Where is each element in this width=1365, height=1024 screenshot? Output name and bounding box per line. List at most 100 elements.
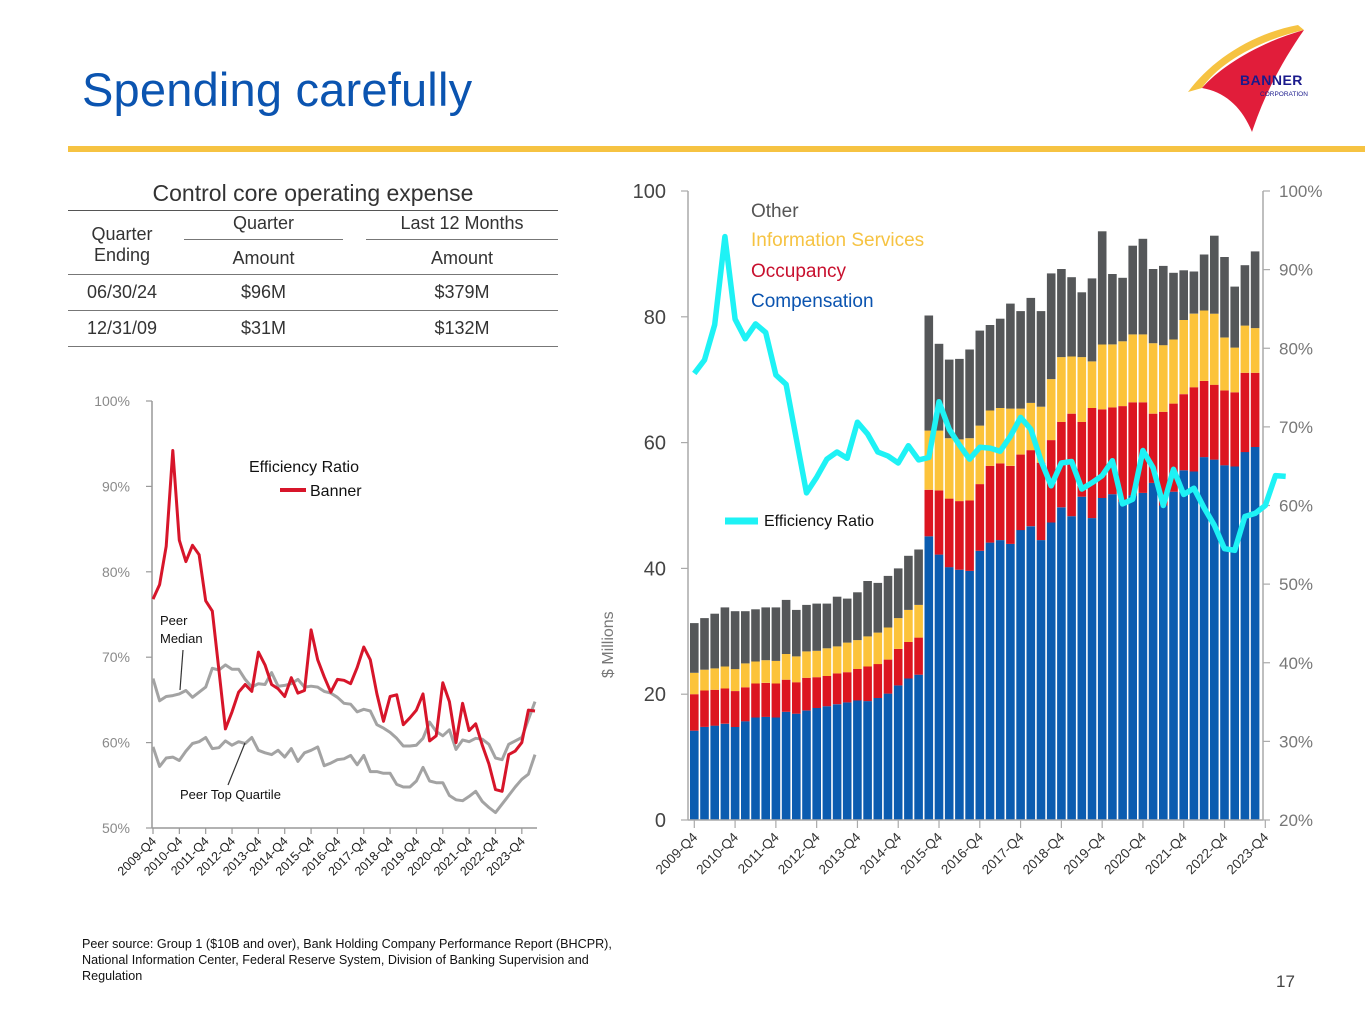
bar-compensation (792, 713, 801, 820)
bar-information-services (944, 438, 954, 499)
bar-compensation (1128, 495, 1137, 820)
bar-other (914, 549, 923, 605)
bar-other (1240, 265, 1250, 326)
bar-other (1016, 311, 1025, 409)
bar-information-services (761, 660, 770, 683)
bar-compensation (761, 716, 770, 820)
bar-other (1067, 277, 1076, 357)
stacked-bars (690, 231, 1260, 820)
bar-other (985, 325, 995, 411)
bar-information-services (934, 430, 944, 491)
left-y-tick-label: 80% (102, 564, 130, 580)
bar-other (730, 611, 740, 670)
bar-occupancy (1077, 421, 1087, 497)
row-header-line2: Ending (93, 244, 151, 265)
right-legend-other: Other (751, 201, 799, 222)
bar-other (761, 607, 770, 661)
right-y2-tick-label: 40% (1279, 654, 1313, 673)
right-x-tick-label: 2014-Q4 (857, 829, 905, 877)
bar-other (955, 358, 964, 440)
right-x-tick-label: 2011-Q4 (735, 829, 782, 876)
right-x-tick-label: 2022-Q4 (1183, 829, 1231, 877)
bar-information-services (802, 651, 811, 678)
bar-other (751, 609, 760, 662)
bar-occupancy (802, 677, 811, 711)
bar-compensation (893, 685, 903, 820)
annotation-peer-median-pointer (179, 649, 184, 691)
bar-information-services (781, 653, 791, 680)
cell-quarter-amount: $31M (240, 318, 287, 338)
bar-information-services (822, 648, 832, 676)
right-y-tick-label: 20 (644, 684, 666, 706)
bar-other (700, 618, 709, 670)
bar-other (1087, 278, 1097, 362)
bar-information-services (1138, 334, 1148, 403)
bar-compensation (1250, 447, 1260, 820)
bar-other (873, 582, 883, 633)
bar-occupancy (771, 683, 781, 718)
bar-compensation (1189, 471, 1199, 820)
bar-compensation (802, 710, 811, 820)
bar-other (995, 318, 1005, 408)
efficiency-ratio-polyline (692, 233, 1286, 554)
bar-information-services (863, 636, 872, 667)
bar-occupancy (985, 465, 995, 543)
page-title: Spending carefully (82, 63, 473, 116)
right-x-tick-label: 2013-Q4 (816, 829, 864, 877)
right-x-tick-label: 2021-Q4 (1142, 829, 1190, 877)
bar-compensation (832, 704, 842, 820)
peer-top-quartile-line (151, 736, 537, 815)
expense-table: Quarter Ending Quarter Last 12 Months Am… (68, 210, 558, 347)
bar-other (690, 623, 699, 673)
bar-compensation (924, 536, 934, 820)
bar-information-services (1220, 337, 1229, 391)
bar-occupancy (853, 669, 862, 701)
bar-other (965, 349, 974, 439)
right-y2-tick-label: 30% (1279, 732, 1313, 751)
bar-occupancy (1016, 454, 1025, 531)
bar-occupancy (741, 687, 750, 722)
bar-compensation (1087, 518, 1097, 820)
right-legend-info-services: Information Services (751, 230, 924, 251)
bar-other (1138, 238, 1148, 335)
bar-compensation (863, 701, 872, 820)
right-y2-tick-label: 70% (1279, 418, 1313, 437)
right-y-tick-label: 80 (644, 307, 666, 329)
right-y2-tick-label: 80% (1279, 339, 1313, 358)
bar-compensation (1036, 540, 1046, 820)
bar-other (1097, 231, 1107, 345)
table-title: Control core operating expense (152, 180, 474, 206)
bar-compensation (771, 717, 781, 820)
left-y-tick-label: 70% (102, 649, 130, 665)
bar-information-services (1108, 344, 1117, 408)
bar-compensation (975, 550, 985, 820)
bar-other (893, 568, 903, 619)
bar-other (802, 604, 811, 652)
bar-information-services (1169, 339, 1178, 404)
bar-occupancy (904, 642, 913, 679)
expense-breakdown-chart: 0 20 40 60 80 100 20% 30% 40% 50% 60% 70% 80% 90% 100%… (600, 181, 1322, 877)
right-x-tick-label: 2010-Q4 (693, 829, 741, 877)
efficiency-ratio-chart: 50%60%70%80%90%100%2009-Q42010-Q42011-Q4… (94, 393, 537, 879)
bar-occupancy (863, 666, 872, 702)
bar-occupancy (1220, 390, 1229, 466)
efficiency-ratio-line (692, 233, 1286, 554)
bar-occupancy (1250, 372, 1260, 447)
bar-occupancy (832, 673, 842, 705)
bar-information-services (1128, 334, 1137, 403)
right-x-tick-label: 2015-Q4 (897, 829, 945, 877)
bar-information-services (975, 425, 985, 485)
page-number: 17 (1276, 972, 1295, 991)
bar-information-services (832, 646, 842, 674)
bar-information-services (853, 640, 862, 669)
right-y2-tick-label: 50% (1279, 575, 1313, 594)
bar-information-services (1118, 341, 1127, 407)
bar-compensation (690, 730, 699, 820)
bar-other (1128, 245, 1137, 335)
bar-compensation (1230, 466, 1239, 820)
bar-information-services (893, 618, 903, 649)
bar-occupancy (924, 489, 934, 537)
logo-subtext: CORPORATION (1260, 91, 1308, 98)
bar-information-services (1230, 347, 1239, 393)
left-y-tick-label: 50% (102, 820, 130, 836)
